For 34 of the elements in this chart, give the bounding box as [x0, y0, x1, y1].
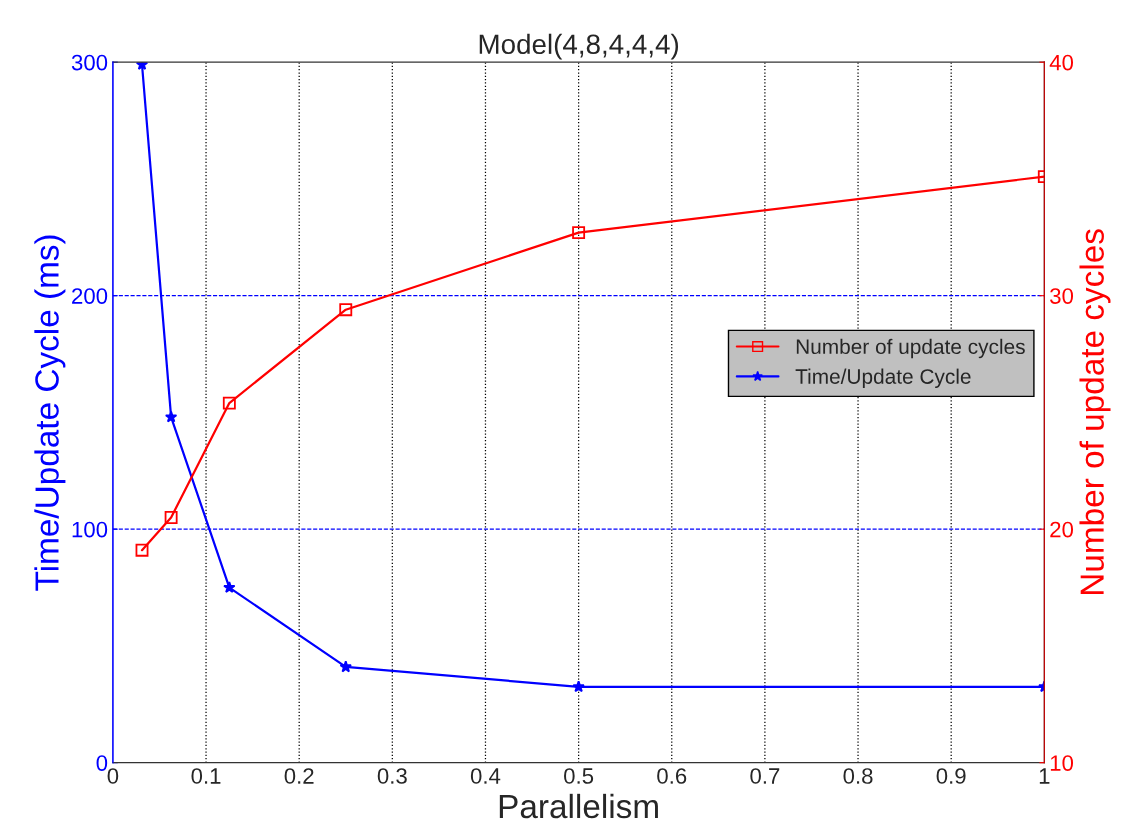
x-tick-label: 0.3 — [377, 768, 407, 784]
point — [339, 303, 353, 317]
x-tick-label: 0 — [107, 768, 119, 784]
y2-axis-title: Number of update cycles — [1079, 229, 1111, 595]
x-axis-title: Parallelism — [499, 793, 658, 819]
y-tick-label: 0 — [96, 755, 108, 771]
chart-title: Model(4,8,4,4,4) — [479, 33, 679, 60]
point — [223, 581, 236, 593]
point — [572, 226, 586, 240]
x-tick-label: 0.2 — [284, 768, 314, 784]
y2-tick-label: 30 — [1050, 288, 1074, 304]
x-tick-label: 1 — [1039, 768, 1050, 784]
point — [222, 396, 236, 410]
y2-tick-label: 10 — [1050, 755, 1074, 771]
legend-label: Time/Update Cycle — [795, 368, 971, 389]
point — [164, 410, 178, 423]
x-tick-label: 0.9 — [936, 768, 966, 784]
x-tick-label: 0.8 — [843, 768, 873, 784]
x-tick-label: 0.7 — [750, 768, 780, 784]
y2-tick-label: 40 — [1049, 54, 1074, 71]
y-tick-label: 100 — [72, 521, 108, 538]
point — [164, 511, 178, 524]
point — [339, 660, 352, 673]
legend-label: Number of update cycles — [796, 338, 1025, 359]
y-tick-label: 300 — [71, 54, 108, 71]
x-tick-label: 0.5 — [564, 768, 594, 784]
x-tick-label: 0.1 — [191, 768, 221, 784]
point — [572, 680, 585, 693]
y2-tick-label: 20 — [1050, 521, 1074, 538]
x-tick-label: 0.6 — [657, 768, 687, 784]
point — [135, 543, 149, 557]
y-axis-title: Time/Update Cycle (ms) — [34, 235, 66, 591]
x-tick-label: 0.4 — [470, 768, 501, 784]
y-tick-label: 200 — [72, 288, 108, 304]
